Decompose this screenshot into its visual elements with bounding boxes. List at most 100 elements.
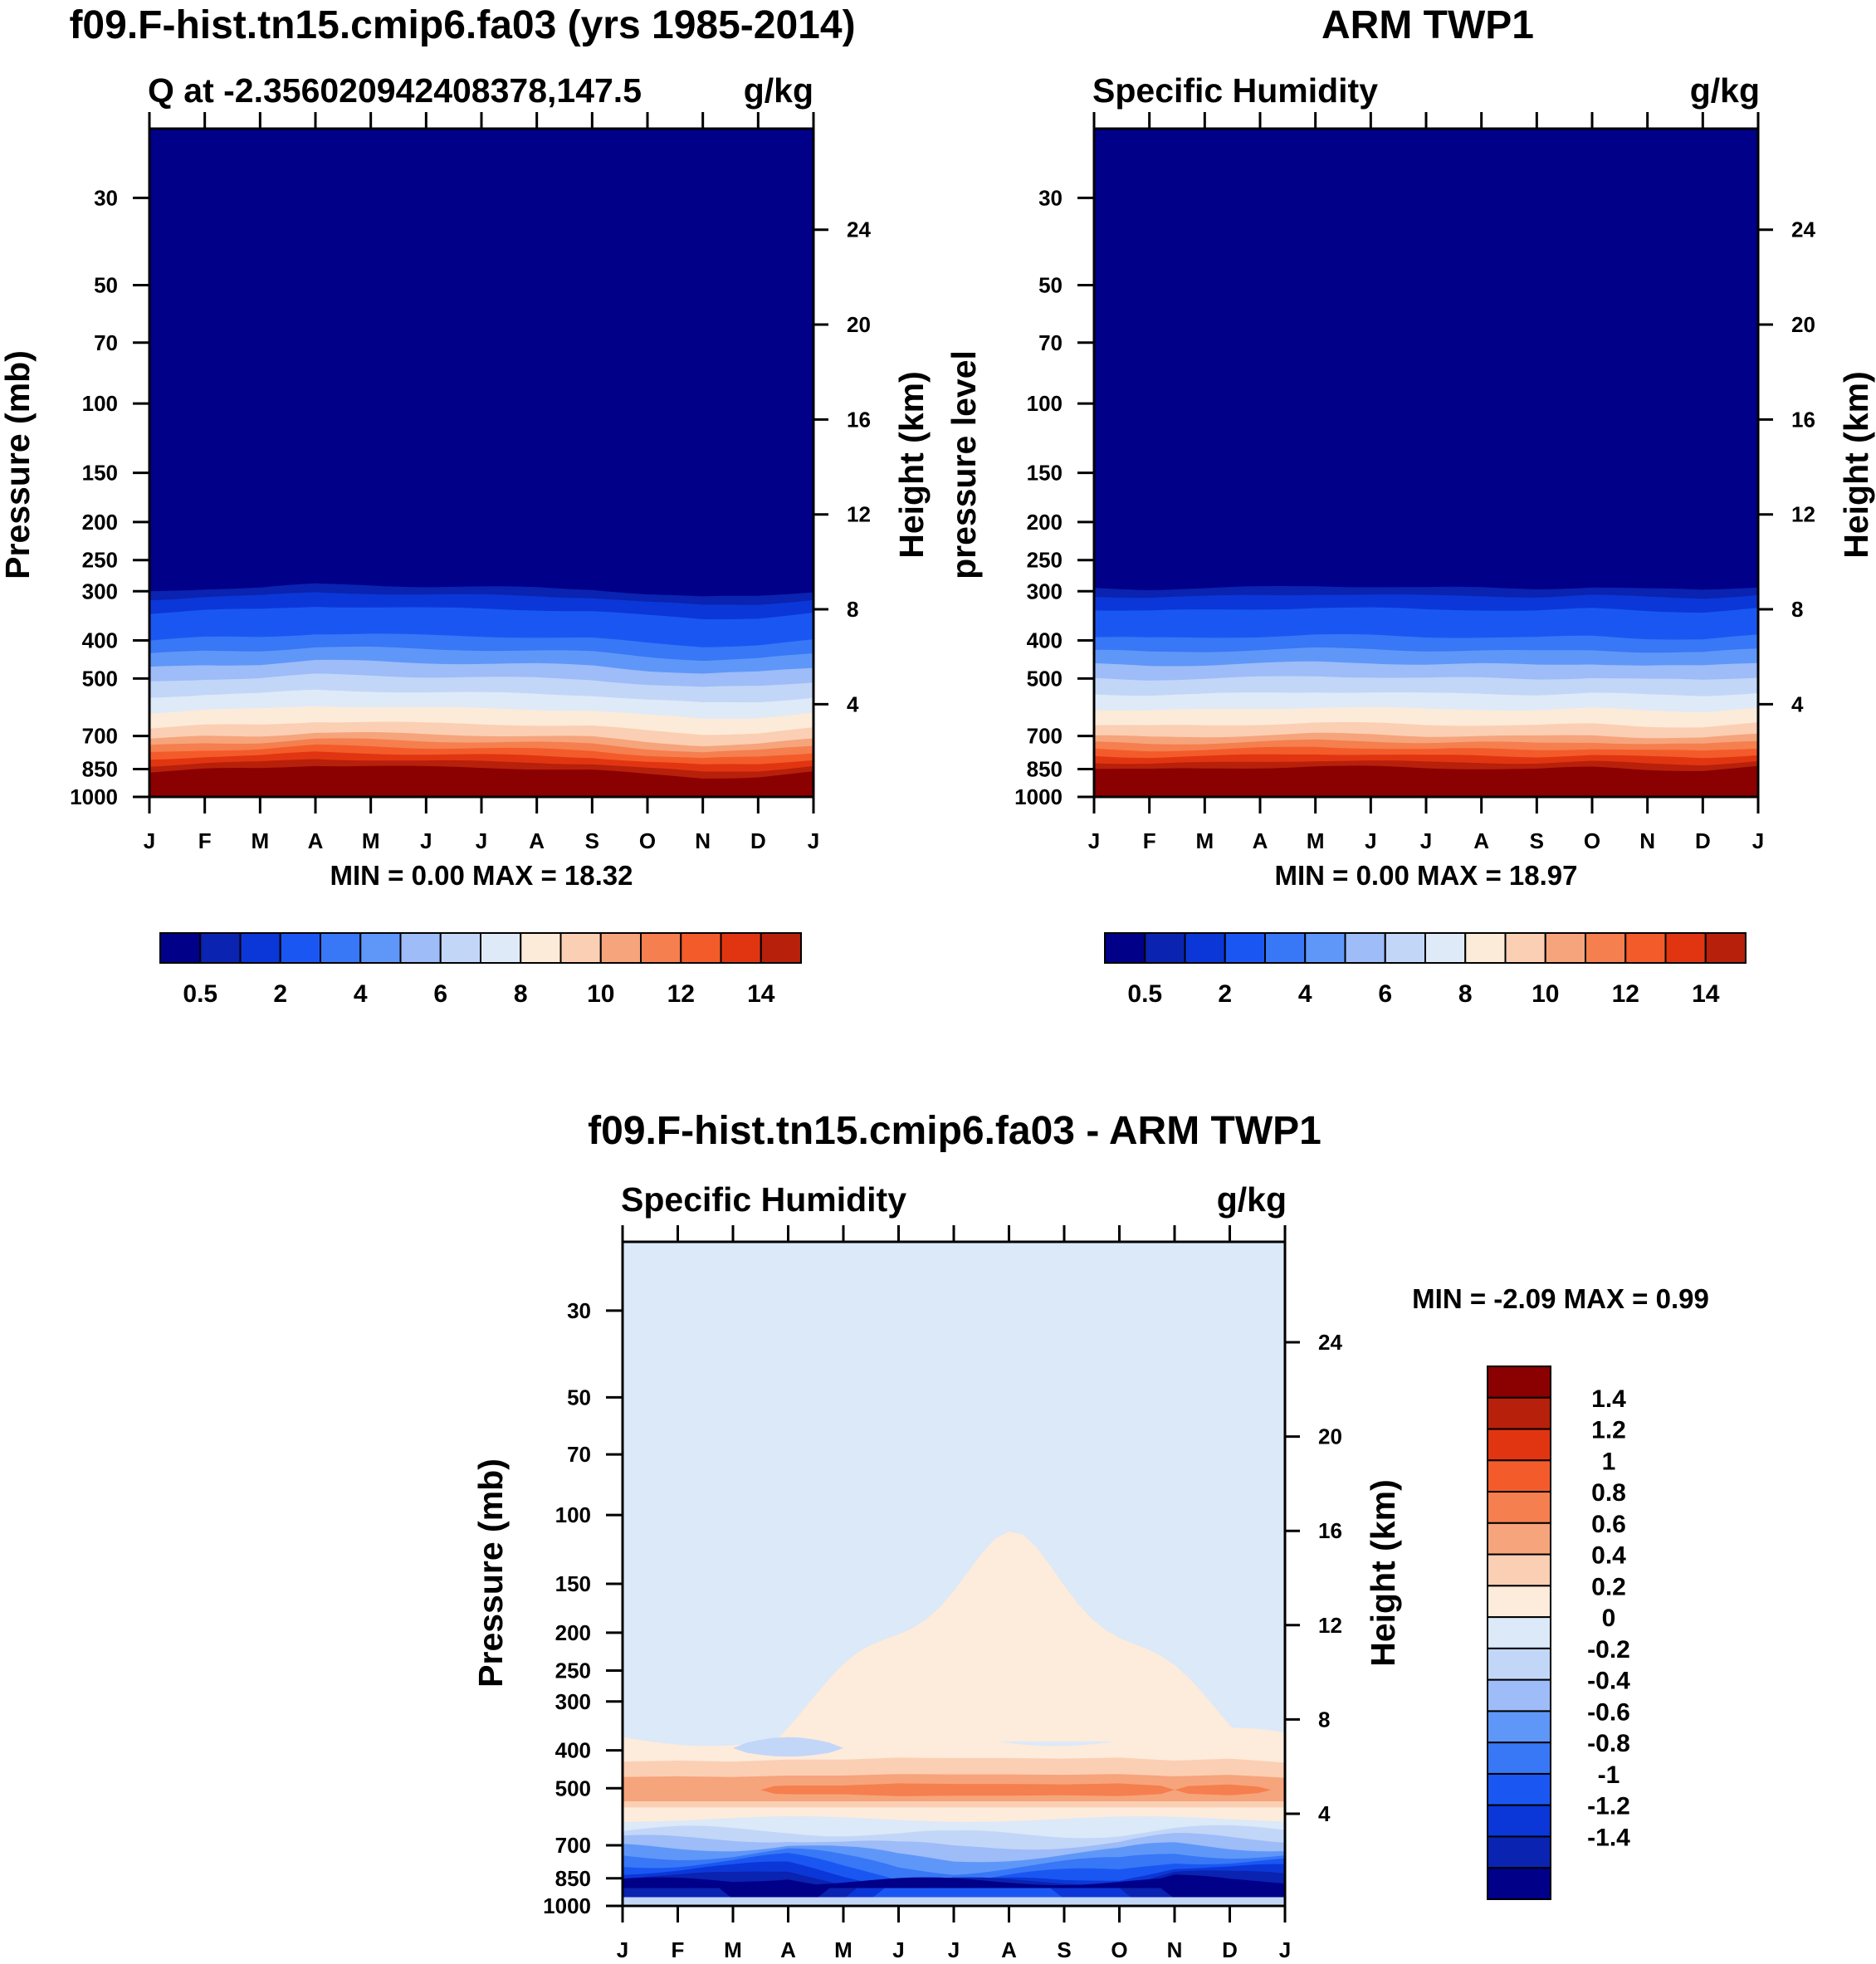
month-tick-label: S <box>1057 1937 1071 1962</box>
pressure-tick-label: 150 <box>555 1571 591 1596</box>
height-tick-label: 12 <box>1318 1613 1342 1638</box>
obs-min-max-stats: MIN = 0.00 MAX = 18.97 <box>1274 860 1577 891</box>
month-tick-label: D <box>750 828 766 853</box>
month-tick-label: J <box>808 828 819 853</box>
colorbar-label: -0.4 <box>1587 1668 1630 1695</box>
colorbar-label: 14 <box>1692 980 1720 1008</box>
month-tick-label: J <box>1279 1937 1291 1962</box>
colorbar-label: 4 <box>1298 980 1312 1008</box>
month-tick-label: N <box>695 828 711 853</box>
obs-panel-variable-label: Specific Humidity <box>1092 71 1378 110</box>
colorbar-label: 14 <box>747 980 775 1008</box>
colorbar-label: 12 <box>667 980 695 1008</box>
obs-y-axis-label: pressure level <box>945 350 983 579</box>
month-tick-label: S <box>585 828 599 853</box>
month-tick-label: O <box>639 828 656 853</box>
colorbar-box <box>320 932 362 964</box>
colorbar-box <box>1487 1804 1551 1838</box>
height-tick-label: 4 <box>1318 1801 1331 1826</box>
difference-plot-frame <box>621 1240 1287 1908</box>
pressure-tick-label: 850 <box>1027 757 1063 782</box>
colorbar-box <box>1624 932 1667 964</box>
contour-band <box>149 765 813 797</box>
month-tick-label: J <box>1088 828 1100 853</box>
model-min-max-stats: MIN = 0.00 MAX = 18.32 <box>330 860 633 891</box>
month-tick-label: N <box>1167 1937 1183 1962</box>
colorbar-label: 1.4 <box>1591 1385 1626 1413</box>
month-tick-label: N <box>1639 828 1655 853</box>
height-tick-label: 4 <box>1791 691 1804 716</box>
colorbar-box <box>1487 1459 1551 1493</box>
colorbar-box <box>1487 1585 1551 1619</box>
height-tick-label: 16 <box>1791 407 1815 432</box>
height-tick-label: 12 <box>847 502 871 527</box>
month-tick-label: O <box>1111 1937 1127 1962</box>
colorbar-box <box>199 932 242 964</box>
month-tick-label: A <box>1253 828 1268 853</box>
colorbar-label: -0.8 <box>1587 1730 1630 1757</box>
colorbar-box <box>1487 1710 1551 1744</box>
positive-band <box>623 1783 1285 1796</box>
month-tick-label: A <box>1001 1937 1017 1962</box>
colorbar-box <box>1487 1867 1551 1901</box>
model-panel-units-label: g/kg <box>744 71 813 110</box>
colorbar-box <box>439 932 481 964</box>
colorbar-label: 12 <box>1612 980 1639 1008</box>
difference-panel: f09.F-hist.tn15.cmip6.fa03 - ARM TWP1 Sp… <box>471 1109 1709 1962</box>
colorbar-label: -1.4 <box>1587 1824 1630 1851</box>
colorbar-label: 0.8 <box>1591 1479 1626 1507</box>
pressure-tick-label: 70 <box>94 330 118 355</box>
colorbar-box <box>359 932 402 964</box>
colorbar-box <box>599 932 642 964</box>
colorbar-box <box>1344 932 1386 964</box>
obs-humidity-contour-fill <box>1094 129 1758 797</box>
colorbar-box <box>1585 932 1627 964</box>
colorbar-label: -1 <box>1598 1761 1620 1789</box>
pressure-tick-label: 50 <box>94 273 118 298</box>
colorbar-box <box>1487 1678 1551 1712</box>
colorbar-label: -1.2 <box>1587 1793 1630 1820</box>
pressure-tick-label: 30 <box>1038 185 1063 210</box>
colorbar-label: 6 <box>1378 980 1392 1008</box>
month-tick-label: M <box>362 828 380 853</box>
colorbar-label: 8 <box>1458 980 1473 1008</box>
pressure-tick-label: 250 <box>82 548 118 573</box>
pressure-tick-label: 300 <box>82 579 118 603</box>
month-tick-label: J <box>1752 828 1764 853</box>
pressure-tick-label: 30 <box>567 1298 591 1323</box>
pressure-tick-label: 700 <box>82 724 118 749</box>
pressure-tick-label: 250 <box>1027 548 1063 573</box>
colorbar-label: 10 <box>1532 980 1559 1008</box>
negative-band <box>623 1897 1285 1904</box>
month-tick-label: M <box>1195 828 1214 853</box>
pressure-tick-label: 200 <box>82 510 118 535</box>
colorbar-label: 6 <box>433 980 447 1008</box>
colorbar-box <box>239 932 281 964</box>
colorbar-label: 0.5 <box>1127 980 1162 1008</box>
obs-panel-title: ARM TWP1 <box>1322 3 1534 47</box>
obs-panel-units-label: g/kg <box>1690 71 1760 110</box>
pressure-tick-label: 200 <box>1027 510 1063 535</box>
colorbar-box <box>1487 1742 1551 1775</box>
colorbar-box <box>760 932 802 964</box>
height-tick-label: 20 <box>847 312 871 337</box>
colorbar-box <box>720 932 762 964</box>
pressure-tick-label: 400 <box>1027 628 1063 652</box>
colorbar-box <box>1264 932 1307 964</box>
colorbar-box <box>1224 932 1266 964</box>
colorbar-box <box>520 932 562 964</box>
colorbar-box <box>559 932 602 964</box>
month-tick-label: J <box>892 1937 904 1962</box>
difference-y-axis-label: Pressure (mb) <box>471 1458 510 1688</box>
colorbar-box <box>1704 932 1747 964</box>
pressure-tick-label: 500 <box>1027 666 1063 691</box>
colorbar-box <box>1487 1553 1551 1587</box>
month-tick-label: F <box>198 828 212 853</box>
pressure-tick-label: 1000 <box>1014 784 1063 809</box>
month-tick-label: M <box>834 1937 853 1962</box>
model-humidity-contour-fill <box>149 129 813 797</box>
month-tick-label: M <box>1307 828 1325 853</box>
model-y2-axis-label: Height (km) <box>892 371 931 559</box>
